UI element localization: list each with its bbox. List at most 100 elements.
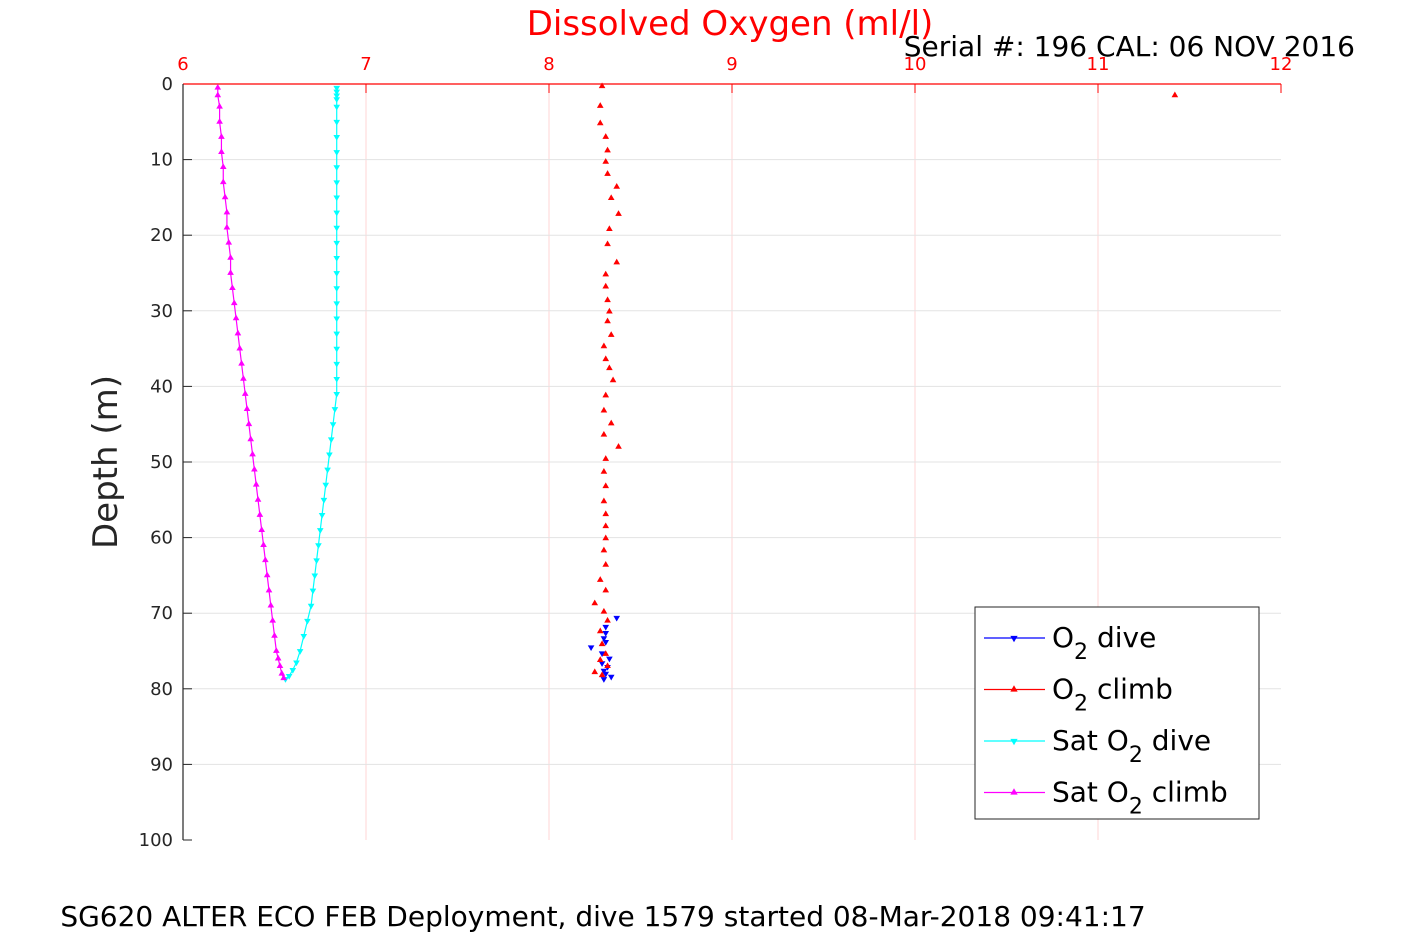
data-point	[218, 148, 225, 154]
legend-box	[974, 606, 1260, 820]
data-point	[214, 83, 222, 90]
data-point	[263, 571, 271, 578]
data-point	[265, 586, 273, 593]
legend-label: O2 climb	[1052, 673, 1173, 717]
y-tick-label: 0	[162, 74, 173, 95]
legend-label: O2 dive	[1052, 621, 1156, 665]
data-point	[604, 317, 611, 324]
y-tick-label: 70	[150, 603, 173, 624]
data-point	[602, 510, 610, 517]
x-tick-label: 7	[360, 54, 371, 75]
data-point	[216, 102, 223, 109]
deployment-caption: SG620 ALTER ECO FEB Deployment, dive 157…	[60, 900, 1145, 933]
x-tick-label: 8	[543, 54, 554, 75]
data-point	[262, 556, 269, 563]
data-point	[320, 497, 328, 504]
legend-label: Sat O2 climb	[1052, 776, 1228, 820]
data-point	[331, 407, 339, 413]
data-point	[602, 158, 610, 164]
legend-item-sat-o2-dive: Sat O2 dive	[984, 724, 1211, 768]
data-point	[300, 633, 308, 640]
data-point	[600, 677, 608, 683]
data-point	[230, 299, 238, 306]
data-point	[241, 390, 249, 396]
data-point	[269, 616, 276, 623]
data-point	[258, 526, 265, 532]
data-point	[602, 624, 610, 631]
y-tick-label: 10	[150, 150, 173, 171]
data-point	[604, 616, 611, 623]
data-point	[596, 656, 604, 662]
data-point	[333, 104, 341, 111]
data-point	[606, 225, 613, 232]
data-point	[607, 674, 615, 681]
data-point	[285, 674, 293, 680]
data-point	[322, 482, 330, 489]
data-point	[274, 654, 282, 661]
data-point	[278, 669, 286, 676]
data-point	[225, 238, 233, 245]
data-point	[219, 163, 227, 170]
data-point	[609, 376, 617, 383]
data-point	[329, 422, 337, 428]
grid-lines	[183, 84, 1281, 840]
data-point	[591, 599, 599, 606]
data-point	[324, 467, 331, 474]
data-point	[333, 240, 341, 247]
data-point	[260, 541, 267, 548]
data-point	[229, 284, 236, 291]
data-point	[243, 405, 251, 411]
data-point	[602, 671, 610, 678]
data-point	[598, 651, 606, 658]
y-tick-label: 40	[150, 376, 173, 397]
data-point	[596, 627, 604, 634]
data-point	[271, 632, 278, 638]
data-point	[596, 102, 604, 108]
legend-item-o2-climb: O2 climb	[984, 673, 1173, 717]
data-point	[602, 640, 610, 646]
data-point	[333, 255, 341, 262]
data-point	[600, 497, 608, 504]
data-point	[293, 660, 300, 667]
data-point	[613, 615, 621, 622]
data-point	[600, 342, 608, 349]
data-point	[223, 208, 231, 215]
series-o2-dive	[587, 615, 621, 683]
data-point	[600, 468, 608, 474]
data-point	[333, 150, 341, 156]
data-point	[607, 419, 615, 426]
data-point	[602, 455, 610, 461]
data-point	[333, 180, 341, 187]
data-point	[227, 269, 234, 275]
data-point	[596, 576, 604, 582]
data-point	[602, 391, 610, 398]
data-point	[600, 430, 608, 437]
y-tick-label: 60	[150, 528, 173, 549]
data-point	[309, 588, 317, 595]
data-point	[252, 480, 260, 487]
data-point	[615, 443, 622, 449]
data-point	[247, 435, 255, 442]
data-point	[227, 254, 234, 260]
data-point	[602, 355, 610, 362]
data-point	[245, 420, 253, 427]
data-point	[238, 359, 245, 366]
data-point	[214, 91, 222, 98]
data-point	[216, 118, 223, 124]
data-point	[219, 178, 227, 185]
data-point	[600, 636, 608, 642]
data-point	[602, 561, 610, 567]
data-point	[251, 465, 258, 472]
data-point	[333, 195, 341, 202]
y-axis-label: Depth (m)	[86, 375, 126, 549]
data-point	[318, 513, 326, 519]
y-tick-label: 30	[150, 301, 173, 322]
data-point	[602, 133, 610, 139]
data-point	[333, 346, 341, 353]
data-point	[333, 85, 341, 92]
data-point	[316, 528, 324, 534]
data-point	[307, 603, 315, 610]
x-tick-label: 9	[726, 54, 737, 75]
data-point	[276, 662, 284, 669]
